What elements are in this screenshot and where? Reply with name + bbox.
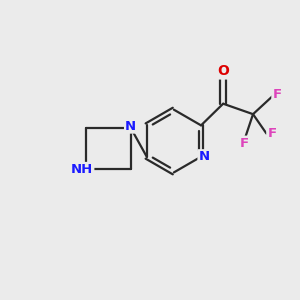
Text: O: O (217, 64, 229, 79)
Text: NH: NH (71, 163, 93, 176)
Text: N: N (199, 150, 210, 163)
Text: N: N (125, 120, 136, 133)
Text: F: F (239, 136, 249, 150)
Text: F: F (267, 127, 276, 140)
Text: F: F (272, 88, 281, 101)
